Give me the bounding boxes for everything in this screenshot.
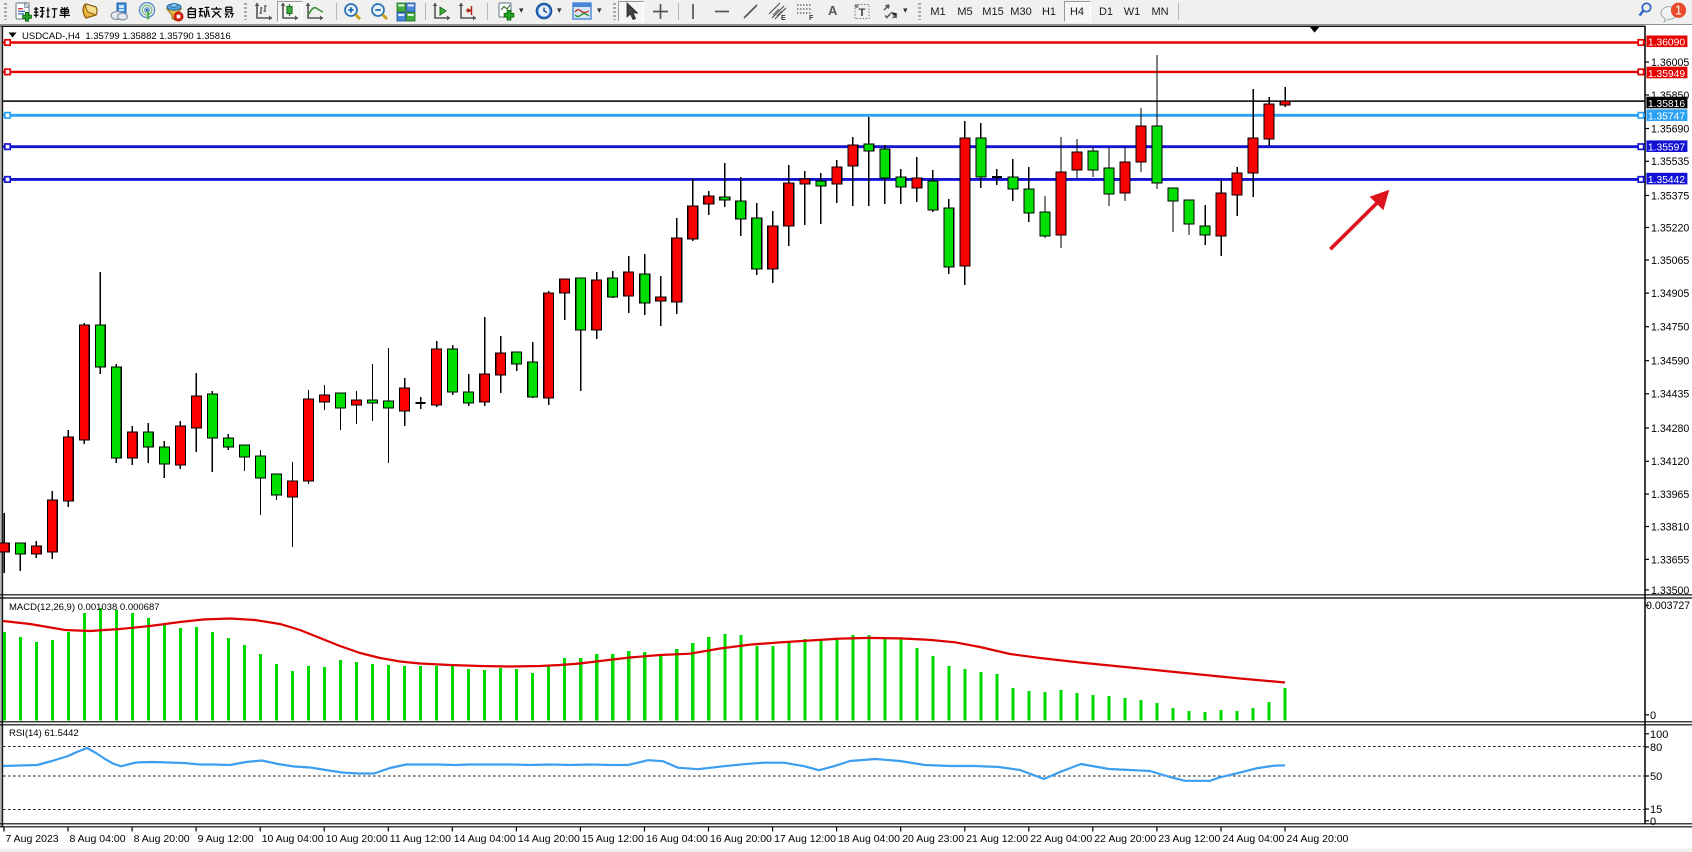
svg-text:0.003727: 0.003727 <box>1646 600 1690 612</box>
svg-text:1.35816: 1.35816 <box>1648 99 1685 110</box>
svg-text:1.33965: 1.33965 <box>1651 489 1689 501</box>
svg-text:8 Aug 04:00: 8 Aug 04:00 <box>70 833 126 845</box>
svg-text:T: T <box>859 7 866 19</box>
svg-text:1.35949: 1.35949 <box>1648 69 1685 80</box>
svg-text:0: 0 <box>1650 816 1656 828</box>
svg-text:E: E <box>781 15 786 21</box>
svg-text:1.35375: 1.35375 <box>1651 190 1689 202</box>
svg-text:15 Aug 12:00: 15 Aug 12:00 <box>582 833 644 845</box>
svg-text:F: F <box>809 15 814 21</box>
svg-text:22 Aug 20:00: 22 Aug 20:00 <box>1094 833 1156 845</box>
svg-text:1.35597: 1.35597 <box>1648 143 1685 154</box>
svg-text:11 Aug 12:00: 11 Aug 12:00 <box>390 833 451 845</box>
svg-text:1.33810: 1.33810 <box>1651 521 1689 533</box>
svg-text:0: 0 <box>1650 710 1656 722</box>
svg-text:RSI(14) 61.5442: RSI(14) 61.5442 <box>9 728 79 739</box>
svg-text:1.35747: 1.35747 <box>1648 112 1685 123</box>
svg-text:1.35065: 1.35065 <box>1651 255 1689 267</box>
svg-text:9 Aug 12:00: 9 Aug 12:00 <box>198 833 254 845</box>
svg-text:1.33655: 1.33655 <box>1651 554 1689 566</box>
svg-text:50: 50 <box>1650 771 1662 783</box>
svg-text:22 Aug 04:00: 22 Aug 04:00 <box>1030 833 1092 845</box>
svg-text:1.33500: 1.33500 <box>1651 585 1689 597</box>
svg-text:1.35690: 1.35690 <box>1651 123 1689 135</box>
svg-text:18 Aug 04:00: 18 Aug 04:00 <box>838 833 900 845</box>
svg-text:7 Aug 2023: 7 Aug 2023 <box>6 833 59 845</box>
svg-text:14 Aug 20:00: 14 Aug 20:00 <box>518 833 580 845</box>
svg-text:USDCAD-,H4 1.35799 1.35882 1.: USDCAD-,H4 1.35799 1.35882 1.35790 1.358… <box>22 31 231 42</box>
svg-text:20 Aug 23:00: 20 Aug 23:00 <box>902 833 964 845</box>
svg-text:1.35535: 1.35535 <box>1651 156 1689 168</box>
svg-text:1.35442: 1.35442 <box>1648 175 1685 186</box>
svg-text:17 Aug 12:00: 17 Aug 12:00 <box>774 833 836 845</box>
svg-text:16 Aug 04:00: 16 Aug 04:00 <box>646 833 708 845</box>
svg-text:1.34435: 1.34435 <box>1651 389 1689 401</box>
svg-text:15: 15 <box>1650 804 1662 816</box>
svg-text:8 Aug 20:00: 8 Aug 20:00 <box>134 833 190 845</box>
svg-text:10 Aug 20:00: 10 Aug 20:00 <box>326 833 388 845</box>
svg-text:1.35220: 1.35220 <box>1651 222 1689 234</box>
svg-text:1.34590: 1.34590 <box>1651 356 1689 368</box>
svg-text:1.34280: 1.34280 <box>1651 423 1689 435</box>
svg-text:21 Aug 12:00: 21 Aug 12:00 <box>966 833 1028 845</box>
svg-text:1: 1 <box>1675 3 1682 17</box>
svg-text:1.36005: 1.36005 <box>1651 57 1689 69</box>
svg-text:80: 80 <box>1650 742 1662 754</box>
svg-text:1.34905: 1.34905 <box>1651 288 1689 300</box>
svg-text:24 Aug 20:00: 24 Aug 20:00 <box>1287 833 1349 845</box>
svg-text:1.34120: 1.34120 <box>1651 456 1689 468</box>
svg-text:24 Aug 04:00: 24 Aug 04:00 <box>1223 833 1285 845</box>
svg-text:10 Aug 04:00: 10 Aug 04:00 <box>262 833 324 845</box>
svg-text:16 Aug 20:00: 16 Aug 20:00 <box>710 833 772 845</box>
svg-text:23 Aug 12:00: 23 Aug 12:00 <box>1158 833 1220 845</box>
svg-text:MACD(12,26,9) 0.001038 0.00068: MACD(12,26,9) 0.001038 0.000687 <box>9 602 160 613</box>
svg-text:1.34750: 1.34750 <box>1651 322 1689 334</box>
svg-text:1.36090: 1.36090 <box>1648 38 1685 49</box>
svg-text:100: 100 <box>1650 729 1668 741</box>
svg-text:14 Aug 04:00: 14 Aug 04:00 <box>454 833 516 845</box>
